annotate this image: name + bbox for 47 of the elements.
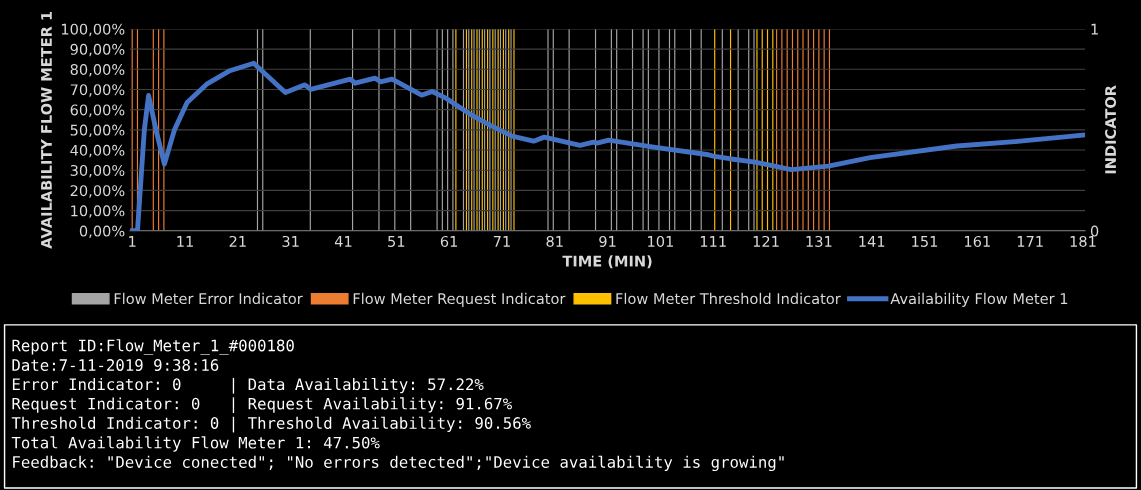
x-tick-label: 41 (334, 236, 352, 247)
y-tick-label: 60,00% (70, 104, 125, 117)
line-series (130, 60, 1086, 231)
x-tick-label: 61 (440, 235, 458, 247)
x-tick-label: 1 (129, 236, 136, 247)
text: Total Availability Flow Meter 1: 47.50% (11, 436, 380, 452)
text: Feedback: "Device conected"; "No errors detected";"Device availability is growing" (13, 455, 784, 472)
x-axis-title: TIME (MIN) (562, 255, 652, 269)
y-tick-label: 10,00% (71, 205, 125, 218)
legend-label: Flow Meter Threshold Indicator (616, 292, 841, 305)
y-tick-label: 80,00% (70, 64, 125, 77)
x-tick-label: 151 (912, 236, 938, 247)
legend-label: Flow Meter Request Indicator (353, 292, 566, 307)
x-tick-label: 121 (753, 235, 779, 247)
x-tick-label: 141 (859, 236, 885, 247)
x-tick-label: 21 (229, 235, 246, 247)
x-tick-label: 181 (1070, 235, 1096, 247)
text: Date:7-11-2019 9:38:16 (12, 359, 219, 371)
y-tick-label: 100,00% (61, 23, 125, 37)
legend-label: Flow Meter Error Indicator (114, 292, 303, 305)
x-tick-label: 101 (648, 235, 673, 247)
y-tick-label: 20,00% (70, 185, 125, 198)
legend-label: Availability Flow Meter 1 (890, 292, 1068, 307)
x-tick-label: 31 (282, 235, 299, 247)
y-tick-label: 70,00% (70, 84, 125, 97)
text: Request Indicator: 0 | Request Availability: 91.67% (12, 397, 512, 414)
y-tick-label: 0,00% (79, 225, 125, 239)
x-tick-label: 11 (177, 236, 193, 247)
y-tick-label: 50,00% (70, 124, 125, 138)
x-tick-label: 111 (700, 236, 726, 247)
x-tick-label: 171 (1017, 236, 1043, 247)
y-tick-label: 90,00% (70, 43, 125, 57)
y-tick-label: 40,00% (70, 144, 125, 158)
y2-tick-label: 1 (1091, 23, 1098, 35)
y2-axis-title: INDICATOR (1105, 85, 1117, 174)
x-tick-label: 91 (599, 235, 616, 247)
y2-tick-label: 0 (1090, 225, 1099, 237)
text: Report ID:Flow_Meter_1_#000180 (12, 339, 294, 355)
y-axis-title: AVAILABILITY FLOW METER 1 (40, 11, 52, 249)
x-tick-label: 71 (493, 236, 510, 247)
text: Threshold Indicator: 0 | Threshold Availability: 90.56% (11, 416, 531, 433)
x-tick-label: 161 (965, 235, 990, 247)
x-tick-label: 51 (388, 236, 405, 247)
y-tick-label: 30,00% (70, 164, 125, 178)
x-tick-label: 81 (546, 235, 563, 247)
text: Error Indicator: 0 | Data Availability: 57.22% (12, 377, 484, 394)
x-tick-label: 131 (806, 235, 832, 247)
